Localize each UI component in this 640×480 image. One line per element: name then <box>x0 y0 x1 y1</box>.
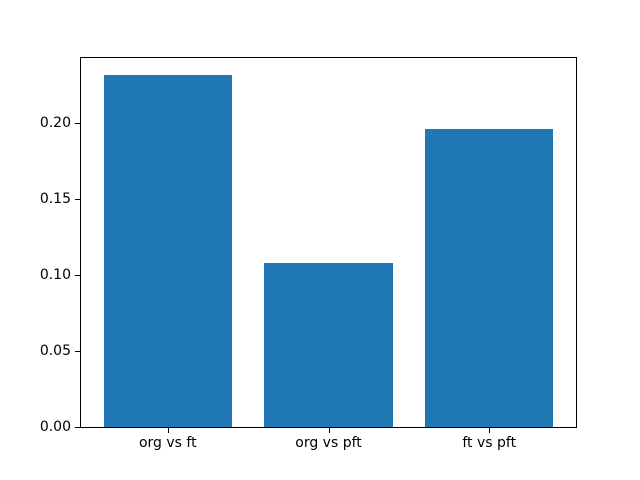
y-tick-label: 0.00 <box>39 419 71 435</box>
y-tick-label: 0.20 <box>39 115 71 132</box>
y-tick-mark <box>75 123 80 125</box>
y-tick-label: 0.10 <box>39 267 71 284</box>
y-tick-label: 0.15 <box>39 191 71 208</box>
plot-area: 0.00 0.05 0.10 0.15 0.20 org vs ft org vs pft f… <box>40 57 577 450</box>
x-tick-mark <box>328 428 330 433</box>
y-tick-mark <box>75 427 80 428</box>
bar <box>103 74 233 427</box>
y-tick-mark <box>75 199 80 201</box>
y-tick-mark <box>75 275 80 277</box>
x-tick-label: org vs ft <box>138 435 197 451</box>
x-tick-label: org vs pft <box>295 435 362 451</box>
bar <box>264 263 393 427</box>
y-tick-mark <box>75 351 80 353</box>
x-tick-mark <box>167 428 169 433</box>
y-tick-label: 0.05 <box>39 343 71 360</box>
x-tick-mark <box>489 428 491 433</box>
x-tick-label: ft vs pft <box>462 435 517 451</box>
bar <box>424 129 554 427</box>
